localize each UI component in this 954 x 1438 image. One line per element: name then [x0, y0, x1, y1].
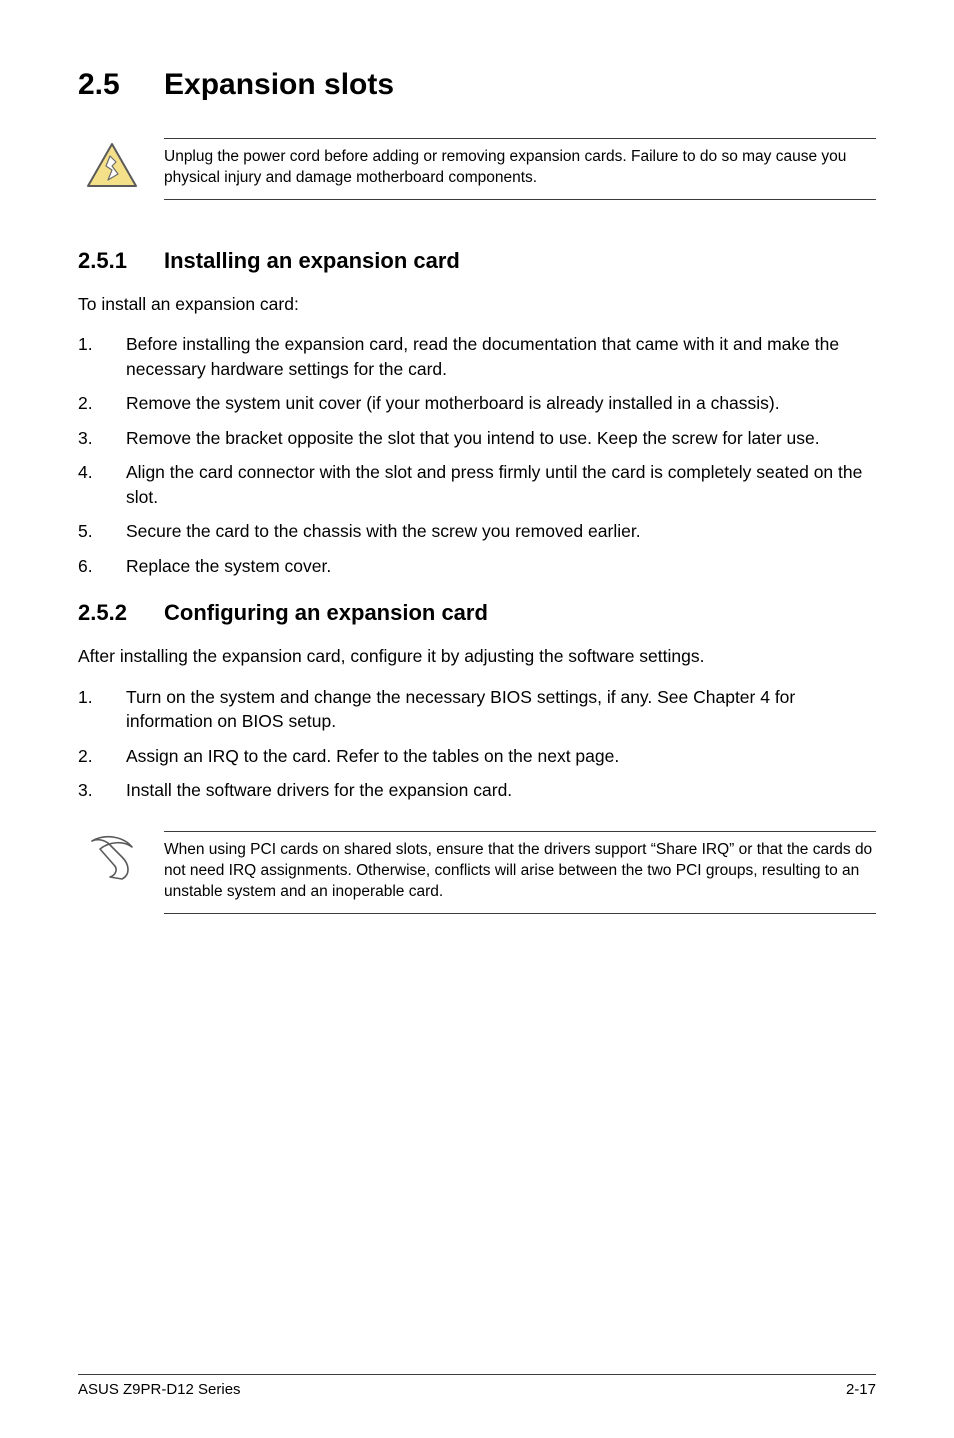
- list-item: Align the card connector with the slot a…: [78, 460, 876, 509]
- subsection-1-number: 2.5.1: [78, 248, 164, 274]
- note-icon: [86, 835, 142, 883]
- list-item: Replace the system cover.: [78, 554, 876, 579]
- warning-icon: [86, 142, 138, 188]
- note-icon-col: [86, 831, 164, 883]
- footer-right: 2-17: [846, 1381, 876, 1398]
- subsection-1-heading: 2.5.1Installing an expansion card: [78, 248, 876, 274]
- list-item: Remove the bracket opposite the slot tha…: [78, 426, 876, 451]
- subsection-2-number: 2.5.2: [78, 600, 164, 626]
- subsection-2-intro: After installing the expansion card, con…: [78, 644, 876, 669]
- section-title: Expansion slots: [164, 68, 394, 101]
- list-item: Remove the system unit cover (if your mo…: [78, 391, 876, 416]
- subsection-1-steps: Before installing the expansion card, re…: [78, 332, 876, 578]
- section-number: 2.5: [78, 68, 164, 102]
- list-item: Install the software drivers for the exp…: [78, 778, 876, 803]
- warning-icon-col: [86, 138, 164, 188]
- note-text: When using PCI cards on shared slots, en…: [164, 831, 876, 914]
- subsection-1-intro: To install an expansion card:: [78, 292, 876, 317]
- list-item: Secure the card to the chassis with the …: [78, 519, 876, 544]
- subsection-2-steps: Turn on the system and change the necess…: [78, 685, 876, 803]
- list-item: Before installing the expansion card, re…: [78, 332, 876, 381]
- subsection-2-heading: 2.5.2Configuring an expansion card: [78, 600, 876, 626]
- section-heading: 2.5Expansion slots: [78, 68, 876, 102]
- warning-text: Unplug the power cord before adding or r…: [164, 138, 876, 200]
- list-item: Turn on the system and change the necess…: [78, 685, 876, 734]
- note-callout: When using PCI cards on shared slots, en…: [86, 831, 876, 914]
- subsection-2-title: Configuring an expansion card: [164, 600, 488, 625]
- subsection-1-title: Installing an expansion card: [164, 248, 460, 273]
- page-footer: ASUS Z9PR-D12 Series 2-17: [78, 1374, 876, 1398]
- footer-left: ASUS Z9PR-D12 Series: [78, 1381, 241, 1398]
- warning-callout: Unplug the power cord before adding or r…: [86, 138, 876, 200]
- list-item: Assign an IRQ to the card. Refer to the …: [78, 744, 876, 769]
